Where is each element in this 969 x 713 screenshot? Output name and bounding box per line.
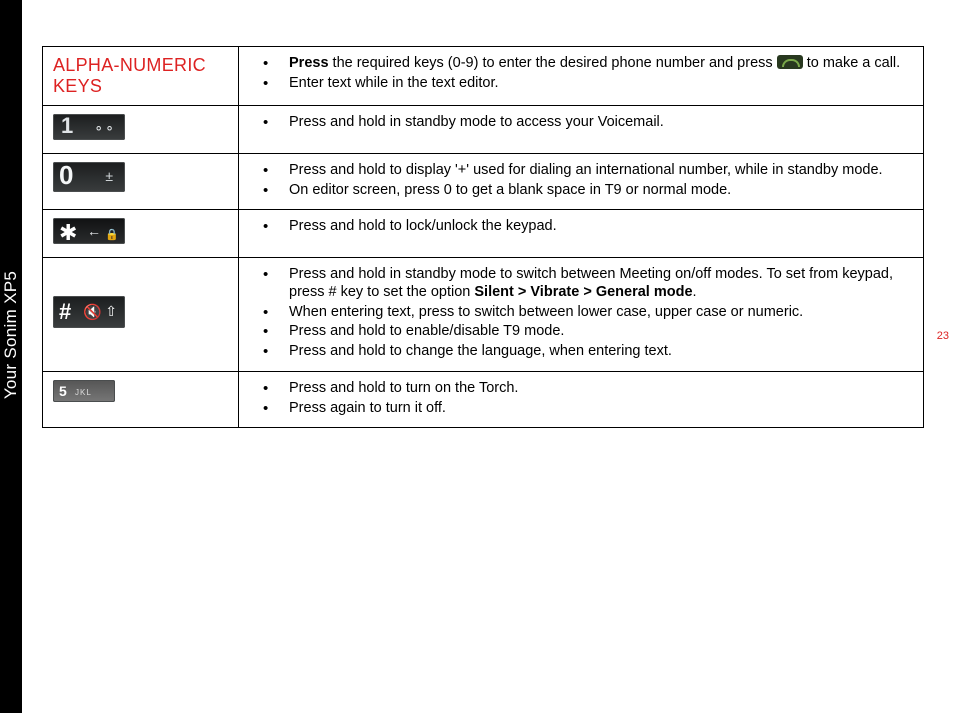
row-desc-cell: Press and hold to lock/unlock the keypad… xyxy=(239,210,924,258)
text: to make a call. xyxy=(803,55,901,71)
key-0-icon: 0 ± xyxy=(53,162,125,192)
bold-text: Silent > Vibrate > General mode xyxy=(474,284,692,300)
press-bold: Press xyxy=(289,55,329,71)
bullet-item: Press and hold to lock/unlock the keypad… xyxy=(249,218,913,236)
bullet-item: Enter text while in the text editor. xyxy=(249,75,913,93)
key-hash-icon: # 🔇 ⇧ xyxy=(53,296,125,328)
row-desc-cell: Press and hold in standby mode to access… xyxy=(239,106,924,154)
sidebar-black-bar: Your Sonim XP5 xyxy=(0,0,22,713)
bullet-item: Press and hold to display '+' used for d… xyxy=(249,162,913,180)
sidebar-title: Your Sonim XP5 xyxy=(1,271,21,399)
row-header-cell: 5 JKL xyxy=(43,371,239,427)
row-header-cell: ALPHA-NUMERIC KEYS xyxy=(43,47,239,106)
table-row: # 🔇 ⇧ Press and hold in standby mode to … xyxy=(43,258,924,371)
bullet-item: Press again to turn it off. xyxy=(249,400,913,418)
row-desc-cell: Press and hold to display '+' used for d… xyxy=(239,154,924,210)
text: . xyxy=(693,284,697,300)
table-row: 5 JKL Press and hold to turn on the Torc… xyxy=(43,371,924,427)
call-icon xyxy=(777,55,803,69)
key-1-icon: 1 ⚬⚬ xyxy=(53,114,125,140)
bullet-item: Press the required keys (0-9) to enter t… xyxy=(249,55,913,73)
row-desc-cell: Press and hold to turn on the Torch. Pre… xyxy=(239,371,924,427)
page-number: 23 xyxy=(937,330,949,342)
keys-reference-table: ALPHA-NUMERIC KEYS Press the required ke… xyxy=(42,46,924,428)
bullet-item: Press and hold in standby mode to access… xyxy=(249,114,913,132)
alpha-numeric-heading: ALPHA-NUMERIC KEYS xyxy=(53,55,206,96)
row-header-cell: 0 ± xyxy=(43,154,239,210)
table-row: 1 ⚬⚬ Press and hold in standby mode to a… xyxy=(43,106,924,154)
row-header-cell: # 🔇 ⇧ xyxy=(43,258,239,371)
key-5-icon: 5 JKL xyxy=(53,380,115,402)
key-star-icon: ✱ ← 🔒 xyxy=(53,218,125,244)
row-header-cell: ✱ ← 🔒 xyxy=(43,210,239,258)
bullet-item: On editor screen, press 0 to get a blank… xyxy=(249,182,913,200)
table-row: ALPHA-NUMERIC KEYS Press the required ke… xyxy=(43,47,924,106)
bullet-item: Press and hold to turn on the Torch. xyxy=(249,380,913,398)
bullet-item: When entering text, press to switch betw… xyxy=(249,304,913,322)
text: the required keys (0-9) to enter the des… xyxy=(329,55,777,71)
row-desc-cell: Press the required keys (0-9) to enter t… xyxy=(239,47,924,106)
row-header-cell: 1 ⚬⚬ xyxy=(43,106,239,154)
bullet-item: Press and hold to change the language, w… xyxy=(249,343,913,361)
table-row: 0 ± Press and hold to display '+' used f… xyxy=(43,154,924,210)
bullet-item: Press and hold to enable/disable T9 mode… xyxy=(249,323,913,341)
row-desc-cell: Press and hold in standby mode to switch… xyxy=(239,258,924,371)
table-row: ✱ ← 🔒 Press and hold to lock/unlock the … xyxy=(43,210,924,258)
bullet-item: Press and hold in standby mode to switch… xyxy=(249,266,913,301)
